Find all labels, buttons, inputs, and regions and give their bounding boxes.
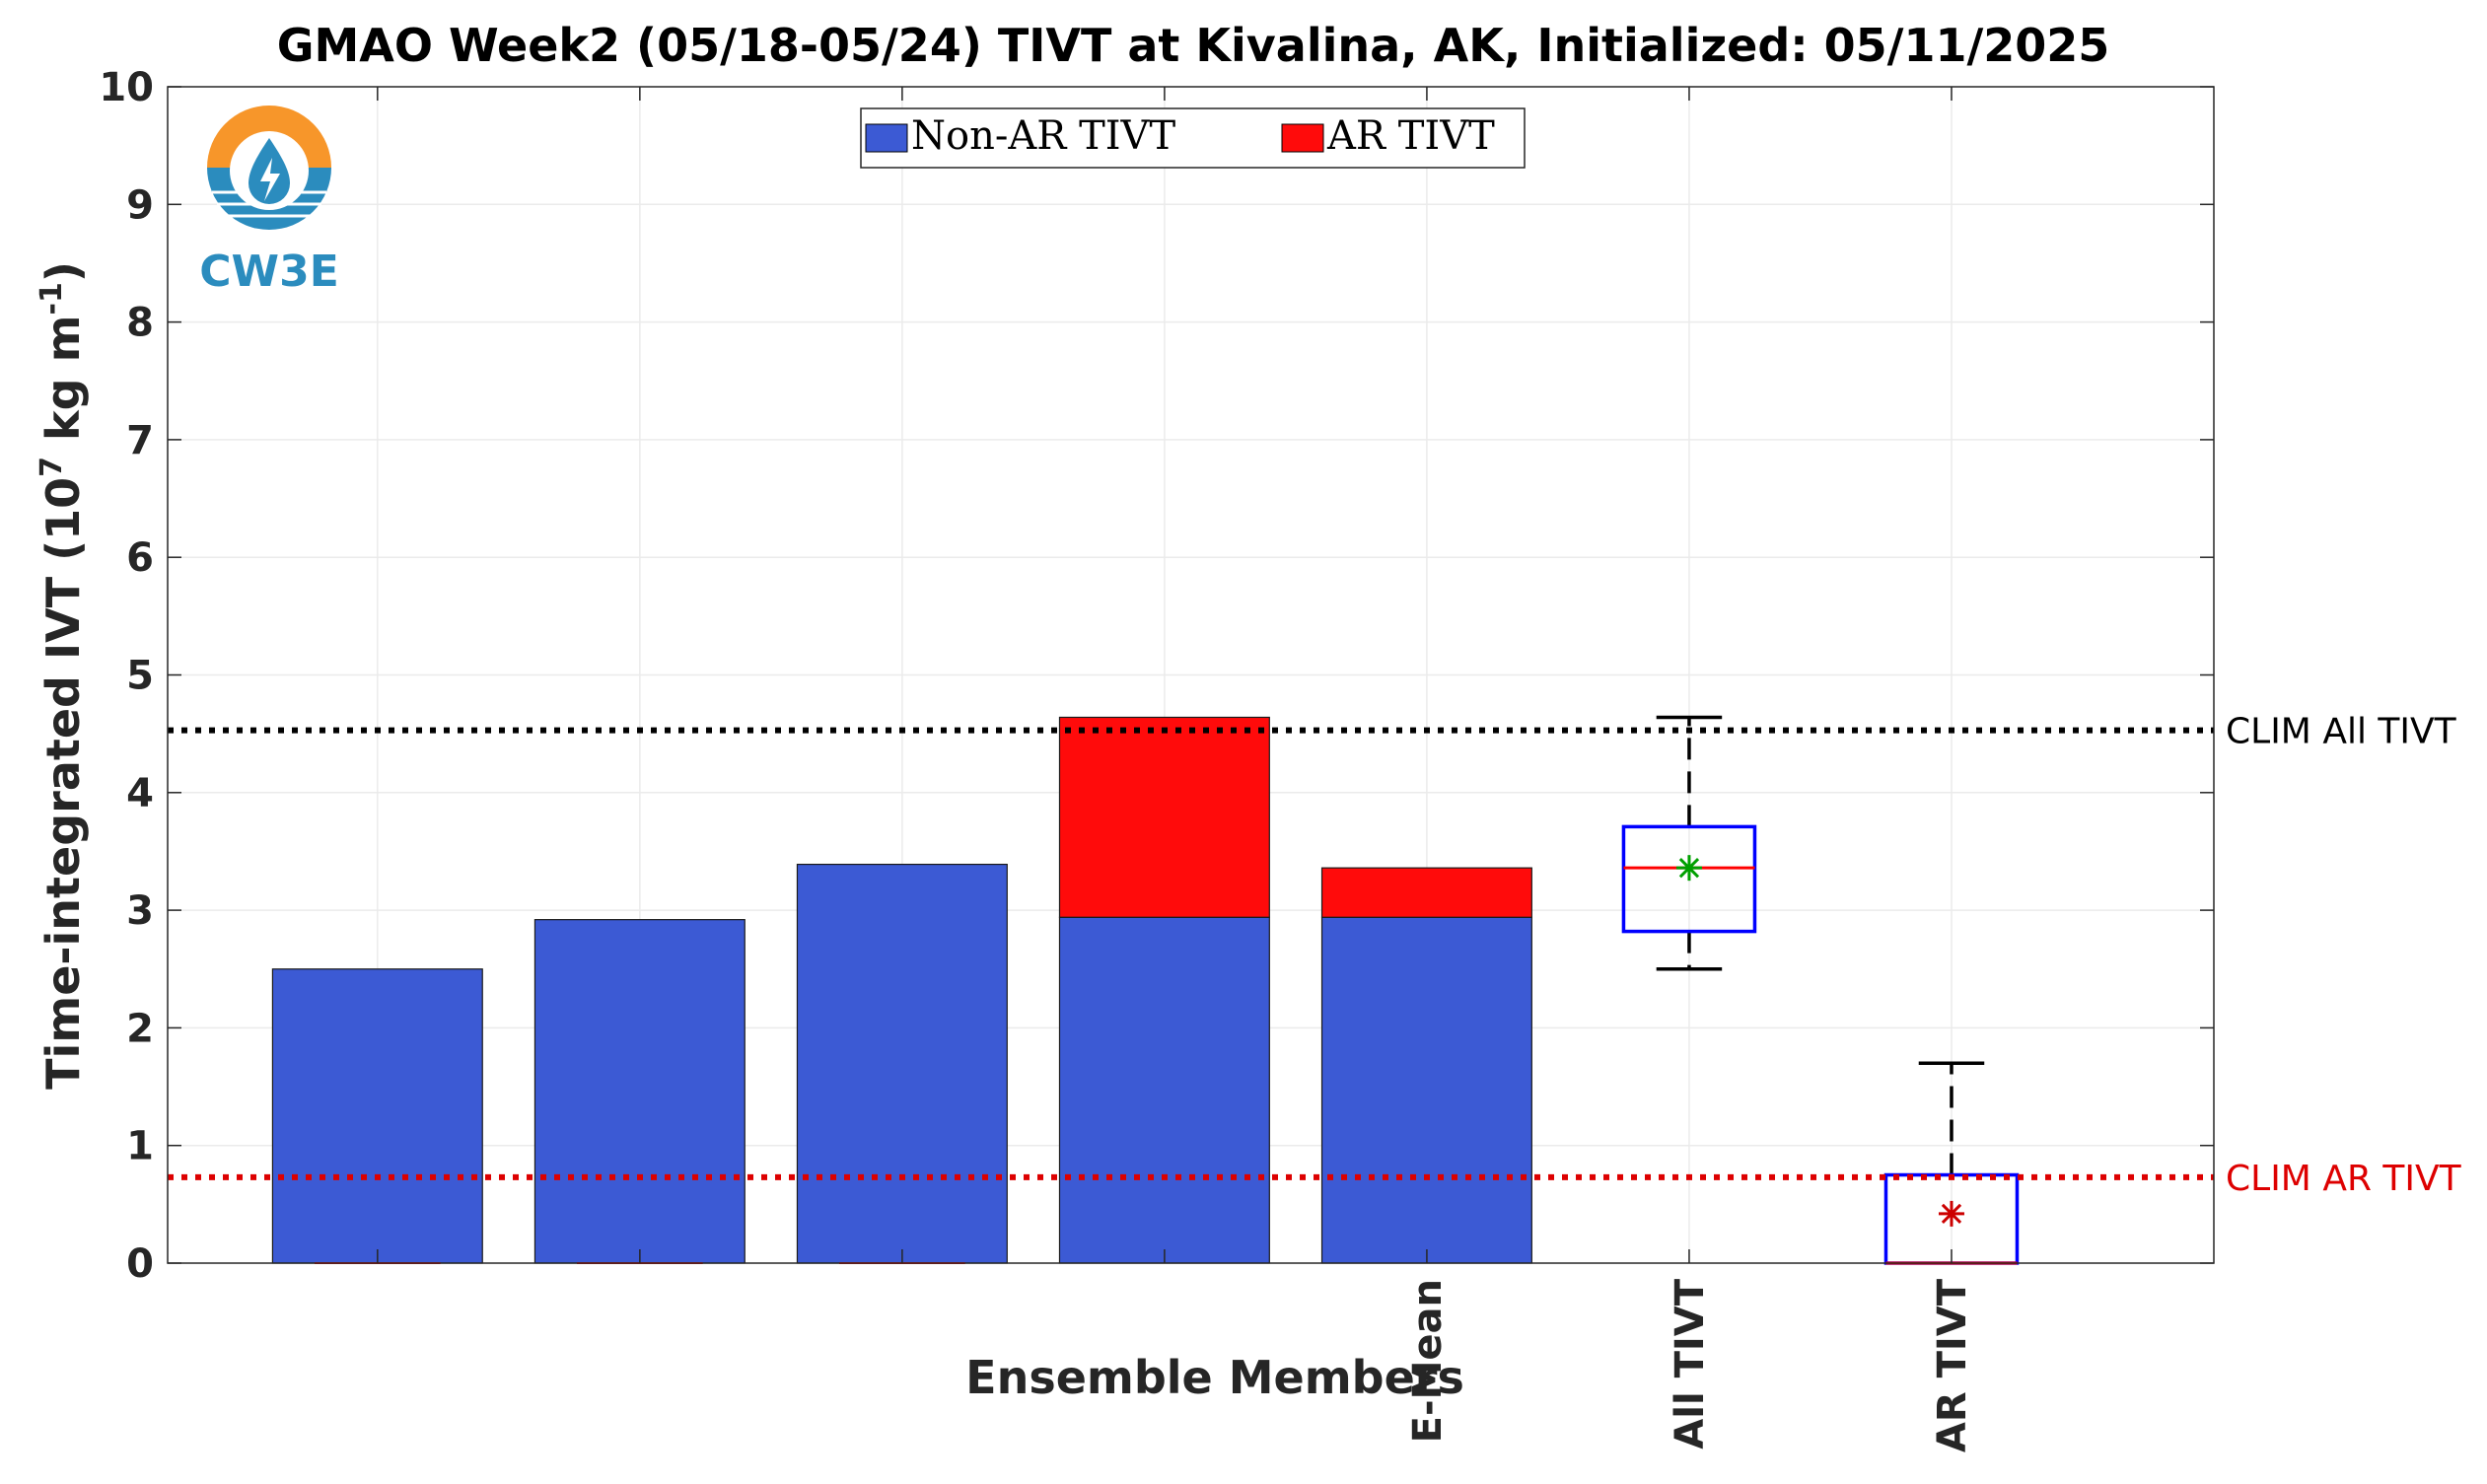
- bar-ar: [1058, 716, 1270, 918]
- reference-lines: CLIM All TIVT CLIM AR TIVT: [168, 712, 2462, 1199]
- axis-ticks: 0 1 2 3 4 5 6 7 8 9 10 E-Mean All TIVT AR TIVT: [99, 65, 2214, 1452]
- y-tick-label: 0: [126, 1241, 154, 1287]
- y-tick-label: 3: [126, 888, 154, 934]
- y-tick-label: 6: [126, 535, 154, 581]
- bar-non-ar: [796, 863, 1008, 1264]
- legend-label-ar: AR TIVT: [1326, 113, 1495, 159]
- y-tick-label: 1: [126, 1124, 154, 1169]
- bar-ar: [1320, 867, 1532, 918]
- chart-title: GMAO Week2 (05/18-05/24) TIVT at Kivalin…: [277, 19, 2110, 72]
- reference-line-label: CLIM All TIVT: [2226, 712, 2457, 752]
- bar-non-ar: [533, 919, 746, 1264]
- bar-non-ar: [1058, 916, 1270, 1264]
- logo-bolt-icon: [260, 158, 280, 201]
- box: [1621, 824, 1757, 934]
- legend-swatch-non-ar: [865, 123, 908, 153]
- legend-box: [860, 107, 1526, 169]
- mean-marker: [1675, 855, 1702, 882]
- y-tick-label: 7: [126, 418, 154, 463]
- logo-text: CW3E: [199, 247, 339, 297]
- bars: [271, 716, 1532, 1264]
- x-tick-label: All TIVT: [1668, 1278, 1713, 1449]
- cw3e-logo: CW3E: [199, 106, 339, 297]
- y-tick-label: 5: [126, 654, 154, 699]
- y-tick-label: 8: [126, 301, 154, 346]
- x-tick-label: AR TIVT: [1930, 1278, 1975, 1452]
- legend: Non-AR TIVT AR TIVT: [860, 107, 1526, 169]
- y-label-main: Time-integrated IVT (10: [36, 477, 90, 1090]
- y-tick-label: 9: [126, 182, 154, 228]
- y-tick-label: 10: [99, 65, 154, 110]
- y-label-sup2: -1: [35, 282, 69, 315]
- y-axis-label: Time-integrated IVT (107 kg m-1): [35, 261, 90, 1090]
- y-tick-label: 2: [126, 1006, 154, 1051]
- legend-swatch-ar: [1281, 123, 1324, 153]
- bar-non-ar: [271, 968, 483, 1264]
- mean-marker-stroke: [1941, 1203, 1962, 1225]
- mean-marker: [1938, 1200, 1964, 1227]
- x-axis-label: Ensemble Members: [965, 1351, 1464, 1404]
- reference-line-label: CLIM AR TIVT: [2226, 1159, 2462, 1199]
- y-label-mid: kg m: [36, 316, 90, 457]
- legend-label-non-ar: Non-AR TIVT: [911, 113, 1175, 159]
- y-tick-label: 4: [126, 771, 154, 816]
- y-label-sup1: 7: [35, 457, 69, 477]
- x-tick-label: E-Mean: [1405, 1279, 1451, 1443]
- bar-non-ar: [1320, 916, 1532, 1264]
- mean-marker-stroke: [1678, 857, 1700, 879]
- y-label-end: ): [36, 261, 90, 282]
